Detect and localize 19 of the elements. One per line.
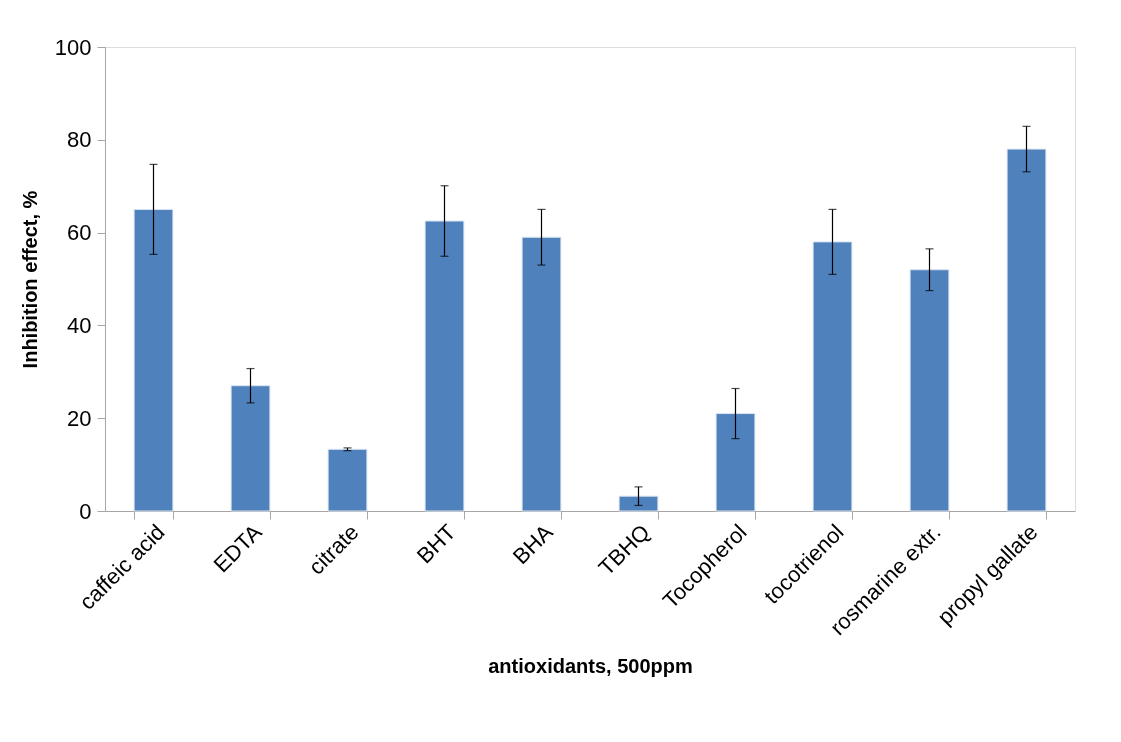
bar [521,236,562,512]
x-tick-label: BHA [507,519,558,570]
y-tick-label: 80 [67,127,92,153]
y-tick-label: 20 [67,405,92,431]
y-axis-title: Inhibition effect, % [18,190,41,369]
y-tick-label: 100 [54,34,92,60]
bar [909,269,950,512]
x-axis-title: antioxidants, 500ppm [488,655,693,678]
y-tick-label: 40 [67,312,92,338]
bar [133,208,174,512]
bar [618,495,659,512]
bar [812,241,853,512]
bar [1006,148,1047,512]
y-tick-label: 0 [79,498,92,524]
bar [230,385,271,512]
bar [715,413,756,512]
y-tick-label: 60 [67,220,92,246]
bar [327,448,368,512]
bar [424,220,465,512]
